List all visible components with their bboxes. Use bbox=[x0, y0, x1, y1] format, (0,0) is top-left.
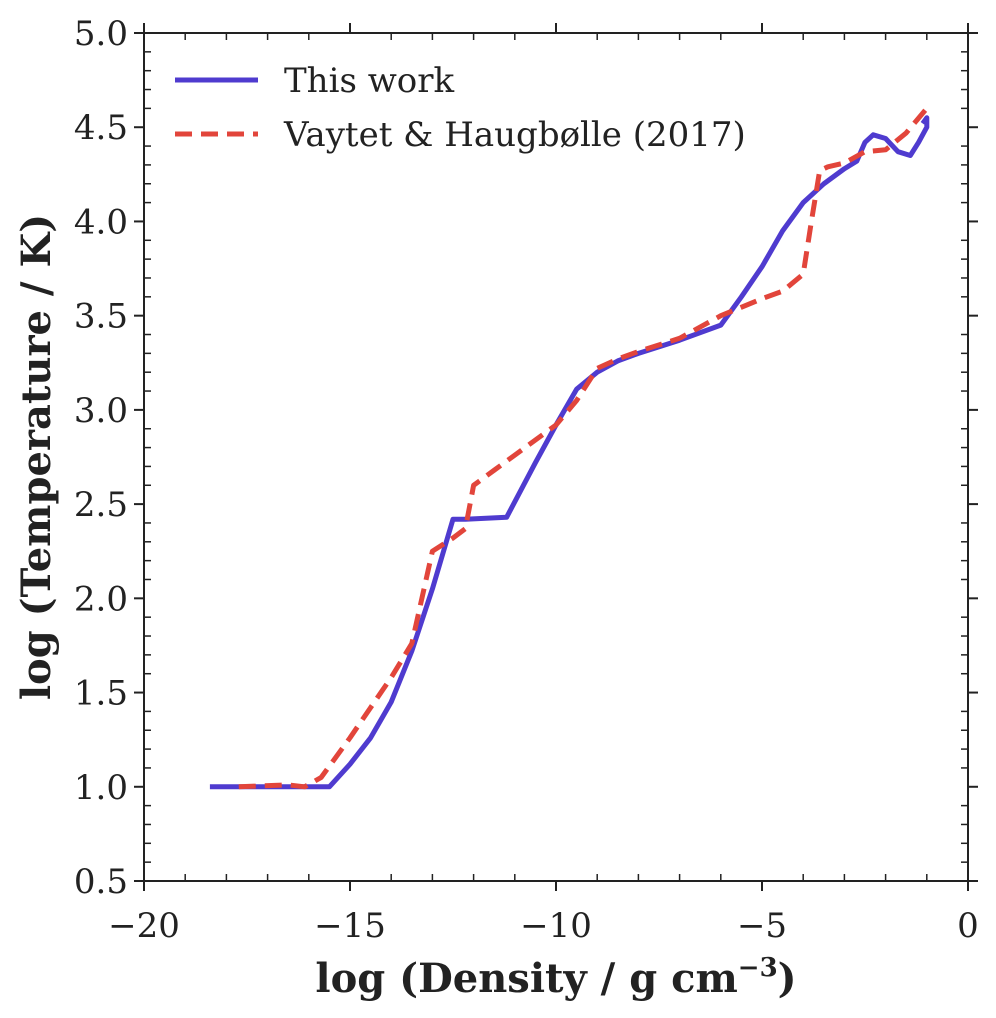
tick-labels: −20 −15 −10 −5 0 0.5 1.0 1.5 2.0 2.5 3.0 3.5 4.0 4.5 5… bbox=[74, 14, 979, 946]
y-tick-label: 0.5 bbox=[74, 862, 128, 902]
plot-frame bbox=[143, 32, 969, 882]
x-axis-title: log (Density / g cm−3) bbox=[315, 953, 796, 1002]
y-tick-label: 2.0 bbox=[74, 579, 128, 619]
x-axis-title-main: log (Density / g cm bbox=[315, 955, 737, 1002]
legend-label-this-work: This work bbox=[284, 61, 455, 101]
series-lines bbox=[209, 106, 930, 790]
x-tick-label: −15 bbox=[314, 906, 386, 946]
y-tick-label: 3.5 bbox=[74, 297, 128, 337]
series-line-vaytet-haugbolle bbox=[238, 106, 929, 790]
legend: This work Vaytet & Haugbølle (2017) bbox=[175, 61, 746, 155]
tick-marks bbox=[134, 23, 978, 891]
legend-label-vaytet: Vaytet & Haugbølle (2017) bbox=[283, 115, 746, 155]
series-line-this-work bbox=[209, 115, 930, 790]
y-tick-label: 4.5 bbox=[74, 108, 128, 148]
y-tick-label: 2.5 bbox=[74, 485, 128, 525]
x-axis-title-superscript: −3 bbox=[738, 953, 778, 983]
x-tick-label: −20 bbox=[108, 906, 180, 946]
y-tick-label: 4.0 bbox=[74, 202, 128, 242]
y-tick-label: 1.5 bbox=[74, 674, 128, 714]
x-tick-label: −5 bbox=[737, 906, 787, 946]
y-axis-title: log (Temperature / K) bbox=[13, 214, 60, 700]
x-tick-label: −10 bbox=[520, 906, 592, 946]
y-tick-label: 3.0 bbox=[74, 391, 128, 431]
x-axis-title-close: ) bbox=[778, 955, 797, 1002]
x-tick-label: 0 bbox=[957, 906, 979, 946]
y-tick-label: 5.0 bbox=[74, 14, 128, 54]
y-tick-label: 1.0 bbox=[74, 768, 128, 808]
